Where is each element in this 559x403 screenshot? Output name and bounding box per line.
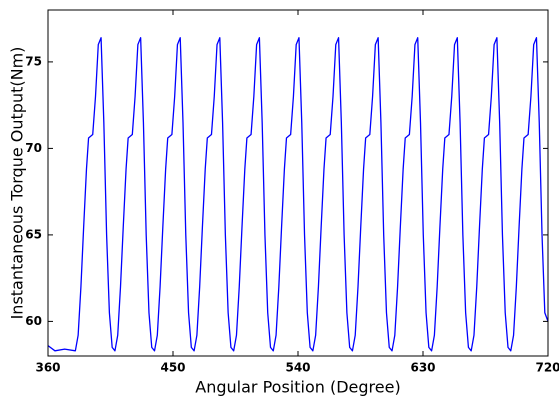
plot-frame [47,9,549,357]
y-tick-label: 65 [25,227,42,241]
x-tick-label: 450 [160,361,185,375]
y-tick-label: 75 [25,54,42,68]
x-axis-label: Angular Position (Degree) [195,378,400,397]
y-tick-label: 60 [25,314,42,328]
x-tick-label: 540 [285,361,310,375]
x-tick-label: 630 [410,361,435,375]
x-tick-label: 720 [535,361,559,375]
data-line [47,37,549,352]
x-tick-label: 360 [35,361,60,375]
y-axis-label: Instantaneous Torque Output(Nm) [8,47,27,320]
y-tick-label: 70 [25,141,42,155]
